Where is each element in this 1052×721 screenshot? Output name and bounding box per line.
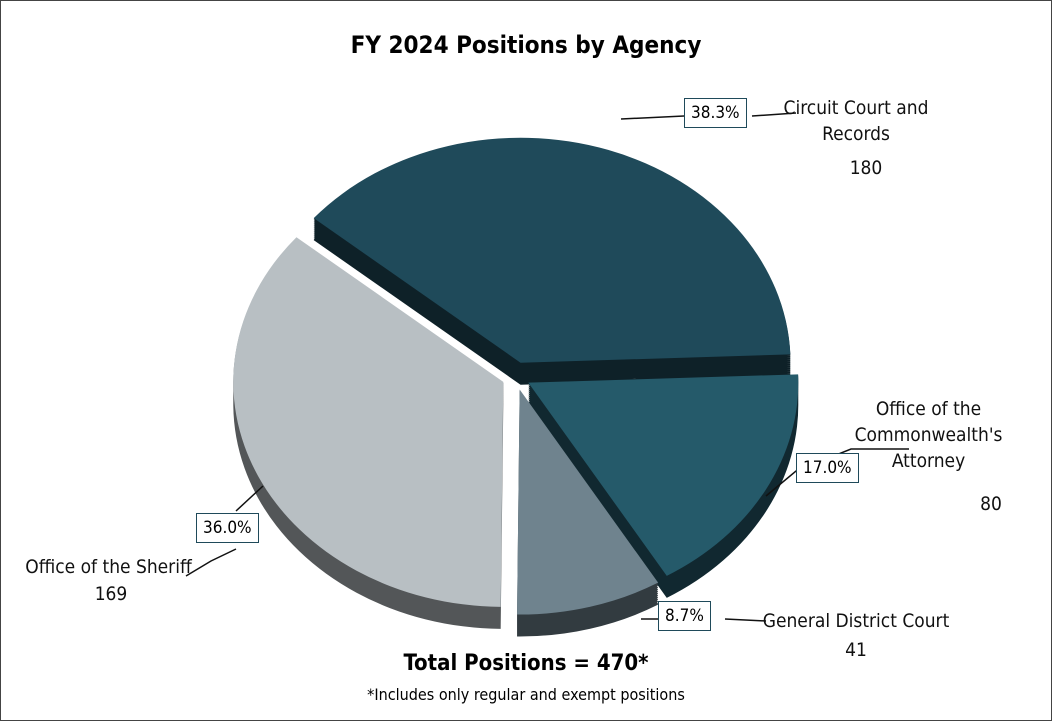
leader-line <box>724 618 767 622</box>
leader-line <box>751 112 797 117</box>
category-label: Circuit Court and Records <box>783 97 929 145</box>
value-label: 169 <box>94 583 128 605</box>
slice <box>528 374 799 576</box>
category-label: General District Court <box>762 610 950 632</box>
category-label: Office of the Commonwealth's Attorney <box>854 398 1003 472</box>
chart-title: FY 2024 Positions by Agency <box>350 31 702 59</box>
slice <box>517 389 659 615</box>
footnote: *Includes only regular and exempt positi… <box>367 685 685 704</box>
value-label: 80 <box>980 493 1002 515</box>
leader-line <box>235 485 264 512</box>
percent-label: 17.0% <box>796 453 859 483</box>
leader-line <box>620 115 685 120</box>
total-label: Total Positions = 470* <box>403 651 649 676</box>
percent-label: 36.0% <box>196 513 259 543</box>
slice <box>313 137 791 363</box>
value-label: 41 <box>845 639 867 661</box>
percent-label: 38.3% <box>684 98 747 128</box>
slice <box>233 237 504 607</box>
value-label: 180 <box>849 157 883 179</box>
category-label: Office of the Sheriff <box>25 556 192 578</box>
slice-tops <box>233 137 799 615</box>
percent-label: 8.7% <box>658 601 711 631</box>
leader-line <box>185 548 237 577</box>
